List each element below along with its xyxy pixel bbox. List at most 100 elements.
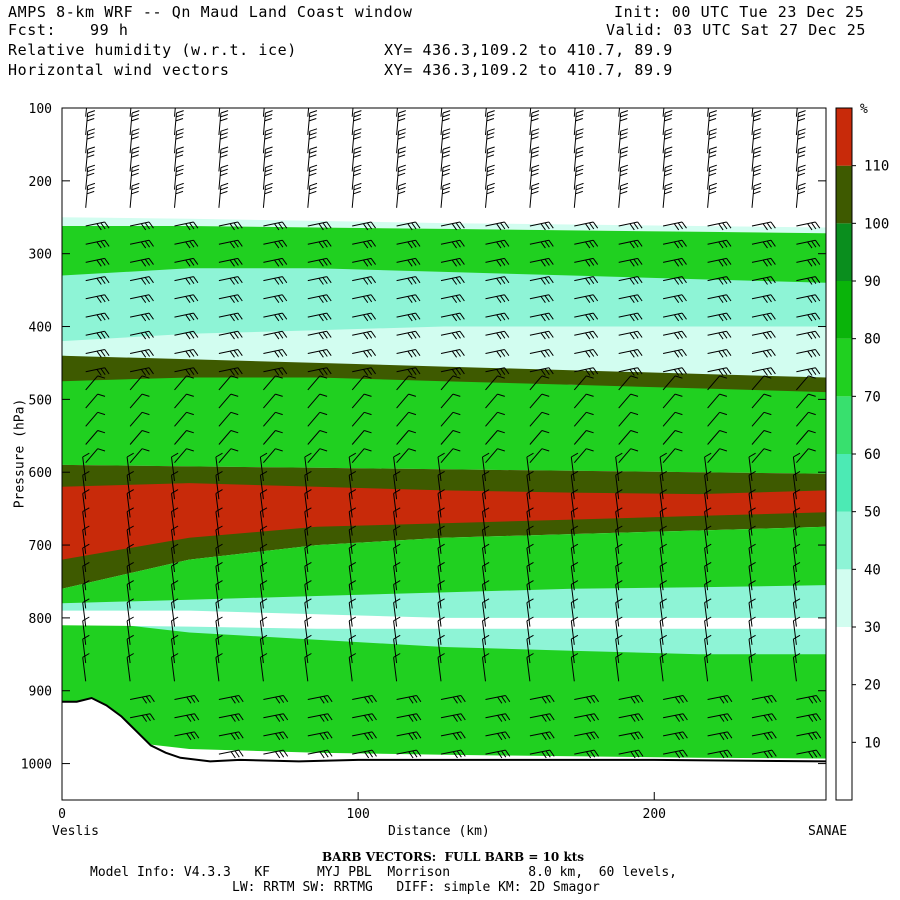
- wind-barb-331: [485, 367, 510, 376]
- wind-barb-553: [748, 452, 756, 482]
- wind-barb-471: [662, 294, 687, 303]
- wind-barb-147: [263, 294, 288, 303]
- wind-barb-256: [396, 312, 421, 322]
- wind-barb-39: [129, 239, 154, 249]
- wind-barb-521: [704, 525, 712, 554]
- wind-barb-536: [751, 146, 762, 172]
- wind-barb-523: [704, 561, 712, 591]
- wind-barb-301: [437, 452, 445, 482]
- wind-barb-438: [618, 349, 643, 358]
- wind-barb-346: [482, 616, 490, 645]
- wind-barb-428: [618, 146, 629, 172]
- wind-barb-541: [751, 257, 776, 267]
- wind-barb-318: [485, 110, 495, 136]
- wind-barb-402: [574, 349, 599, 358]
- wind-barb-451: [615, 561, 623, 591]
- wind-barb-323: [485, 221, 510, 231]
- wind-barb-10: [85, 294, 110, 303]
- wind-barb-51: [129, 448, 150, 464]
- wind-barb-291: [440, 294, 465, 303]
- wind-barb-409: [570, 452, 579, 482]
- wind-barb-144: [263, 239, 288, 249]
- wind-barb-217: [352, 257, 377, 267]
- wind-barb-94: [171, 598, 179, 627]
- y-tick-label-900: 900: [29, 685, 52, 700]
- wind-barb-453: [615, 598, 623, 627]
- terrain-line: [62, 696, 826, 763]
- wind-barb-324: [485, 239, 510, 249]
- barb-legend: BARB VECTORS: FULL BARB = 10 kts: [322, 850, 585, 864]
- wind-barb-142: [262, 182, 273, 208]
- wind-barb-387: [529, 731, 555, 741]
- wind-barb-159: [259, 489, 268, 518]
- wind-barb-380: [526, 580, 534, 609]
- wind-barb-27: [82, 580, 90, 609]
- wind-barb-252: [396, 239, 421, 249]
- wind-barb-123: [215, 489, 223, 518]
- wind-barb-157: [259, 452, 268, 482]
- wind-barb-535: [751, 128, 762, 154]
- wind-barb-133: [218, 695, 244, 704]
- wind-barb-442: [618, 411, 639, 427]
- wind-barb-294: [440, 349, 465, 358]
- wind-barb-204: [304, 653, 312, 682]
- wind-barb-511: [707, 367, 732, 376]
- wind-barb-368: [529, 375, 550, 391]
- wind-barb-513: [707, 393, 728, 409]
- x-tick-label-0: 0: [58, 807, 66, 822]
- wind-barb-482: [659, 470, 667, 500]
- wind-barb-257: [396, 330, 421, 340]
- wind-barb-205: [307, 695, 333, 704]
- wind-barb-78: [174, 330, 199, 340]
- wind-barb-352: [485, 749, 511, 759]
- wind-barb-24: [82, 525, 90, 554]
- wind-barb-578: [796, 276, 821, 285]
- wind-barb-203: [304, 634, 312, 664]
- colorbar-segment-6: [836, 396, 852, 454]
- wind-barb-74: [174, 257, 199, 267]
- wind-barb-391: [573, 128, 584, 154]
- wind-barb-243: [352, 731, 377, 741]
- wind-barb-130: [215, 616, 223, 645]
- wind-barb-22: [82, 489, 90, 518]
- wind-barb-68: [174, 128, 184, 154]
- wind-barb-231: [348, 489, 357, 518]
- wind-barb-522: [704, 543, 712, 573]
- wind-barb-395: [574, 221, 599, 231]
- wind-barb-80: [174, 367, 199, 376]
- colorbar-label-50: 50: [864, 505, 881, 521]
- wind-barb-557: [748, 525, 756, 554]
- wind-barb-197: [304, 525, 312, 554]
- wind-barb-35: [129, 146, 140, 172]
- wind-barb-59: [126, 580, 134, 609]
- y-axis-title: Pressure (hPa): [12, 398, 28, 509]
- wind-barb-25: [82, 543, 90, 573]
- wind-barb-400: [574, 312, 599, 322]
- wind-barb-338: [482, 470, 490, 500]
- wind-barb-135: [218, 731, 244, 741]
- wind-barb-120: [218, 448, 239, 464]
- wind-barb-564: [748, 653, 756, 682]
- wind-barb-267: [393, 489, 401, 518]
- wind-barb-330: [485, 349, 510, 358]
- wind-barb-572: [795, 146, 806, 172]
- wind-barb-175: [307, 128, 318, 154]
- wind-barb-370: [529, 411, 550, 427]
- plot-frame: [61, 107, 827, 801]
- wind-barb-299: [440, 430, 461, 445]
- wind-barb-448: [615, 507, 623, 536]
- wind-barb-476: [662, 375, 683, 391]
- wind-barb-250: [396, 182, 406, 208]
- wind-barb-246: [396, 110, 406, 136]
- wind-barb-571: [795, 128, 806, 154]
- wind-barb-211: [351, 128, 362, 154]
- wind-barb-502: [707, 182, 717, 208]
- wind-barb-18: [85, 430, 106, 445]
- wind-barb-54: [126, 489, 134, 518]
- wind-barb-484: [659, 507, 667, 536]
- wind-barb-214: [351, 182, 362, 208]
- wind-barb-72: [174, 221, 199, 231]
- wind-barb-282: [440, 110, 451, 136]
- wind-barb-592: [792, 507, 801, 536]
- colorbar-label-100: 100: [864, 216, 889, 232]
